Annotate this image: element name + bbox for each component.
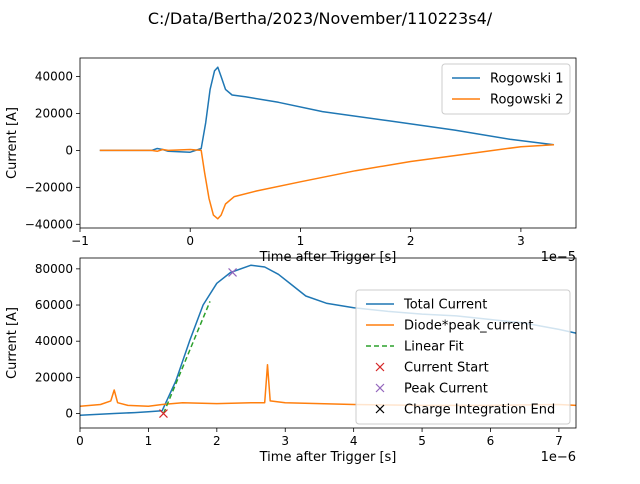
- x-tick-label: 3: [281, 434, 289, 448]
- legend-box: [355, 289, 571, 425]
- y-tick-label: 60000: [35, 298, 73, 312]
- legend-label-rogowski-1: Rogowski 1: [490, 72, 564, 87]
- legend-label-diode-peak-current: Diode*peak_current: [404, 319, 533, 334]
- x-offset-label: 1e−6: [541, 450, 576, 465]
- legend-label-total-current: Total Current: [403, 298, 487, 313]
- y-axis-label: Current [A]: [5, 307, 20, 379]
- legend-label-rogowski-2: Rogowski 2: [490, 93, 564, 108]
- x-tick-label: 0: [76, 434, 84, 448]
- marker-current-start: [159, 409, 168, 418]
- y-tick-label: 40000: [35, 69, 73, 83]
- x-axis-label: Time after Trigger [s]: [259, 450, 397, 465]
- x-offset-label: 1e−5: [541, 250, 576, 265]
- x-tick-label: 7: [555, 434, 563, 448]
- x-tick-label: 1: [145, 434, 153, 448]
- legend-label-charge-integration-end: Charge Integration End: [404, 403, 555, 418]
- x-tick-label: −1: [71, 234, 89, 248]
- x-tick-label: 6: [487, 434, 495, 448]
- axes-frame: [79, 57, 577, 229]
- legend-label-current-start: Current Start: [404, 361, 489, 376]
- y-tick-label: 20000: [35, 106, 73, 120]
- x-tick-label: 3: [517, 234, 525, 248]
- figure-title: C:/Data/Bertha/2023/November/110223s4/: [148, 9, 493, 28]
- legend-marker-current-start: [375, 362, 385, 372]
- marker-peak-current: [228, 268, 237, 277]
- legend-box: [441, 63, 571, 115]
- x-tick-label: 4: [350, 434, 358, 448]
- x-tick-label: 2: [213, 434, 221, 448]
- subplot-1: −1 0 1 2 3 −40000 −20000 0 20000 40000 Time after …: [5, 57, 577, 265]
- y-tick-label: −40000: [25, 217, 73, 231]
- x-tick-label: 5: [418, 434, 426, 448]
- x-tick-label: 0: [186, 234, 194, 248]
- legend-label-linear-fit: Linear Fit: [404, 340, 464, 355]
- subplot-2: 0 1 2 3 4 5 6 7 0 20000 40000 60000 80000 Time after …: [5, 257, 577, 465]
- x-tick-label: 2: [407, 234, 415, 248]
- y-tick-label: −20000: [25, 180, 73, 194]
- y-tick-label: 20000: [35, 370, 73, 384]
- y-tick-label: 40000: [35, 334, 73, 348]
- series-line-rogowski-2: [99, 144, 555, 220]
- y-tick-label: 0: [65, 407, 73, 421]
- legend-marker-peak-current: [375, 383, 385, 393]
- y-tick-label: 80000: [35, 262, 73, 276]
- legend: Total Current Diode*peak_current Linear Fi…: [355, 289, 571, 425]
- y-axis-label: Current [A]: [5, 107, 20, 179]
- legend: Rogowski 1 Rogowski 2: [441, 63, 571, 115]
- y-tick-label: 0: [65, 143, 73, 157]
- series-line-linear-fit: [162, 301, 211, 414]
- axes-frame: [79, 257, 577, 429]
- x-axis-label: Time after Trigger [s]: [259, 250, 397, 265]
- x-tick-label: 1: [297, 234, 305, 248]
- plot-area: [99, 66, 555, 220]
- legend-marker-charge-integration-end: [375, 404, 385, 414]
- legend-label-peak-current: Peak Current: [404, 382, 488, 397]
